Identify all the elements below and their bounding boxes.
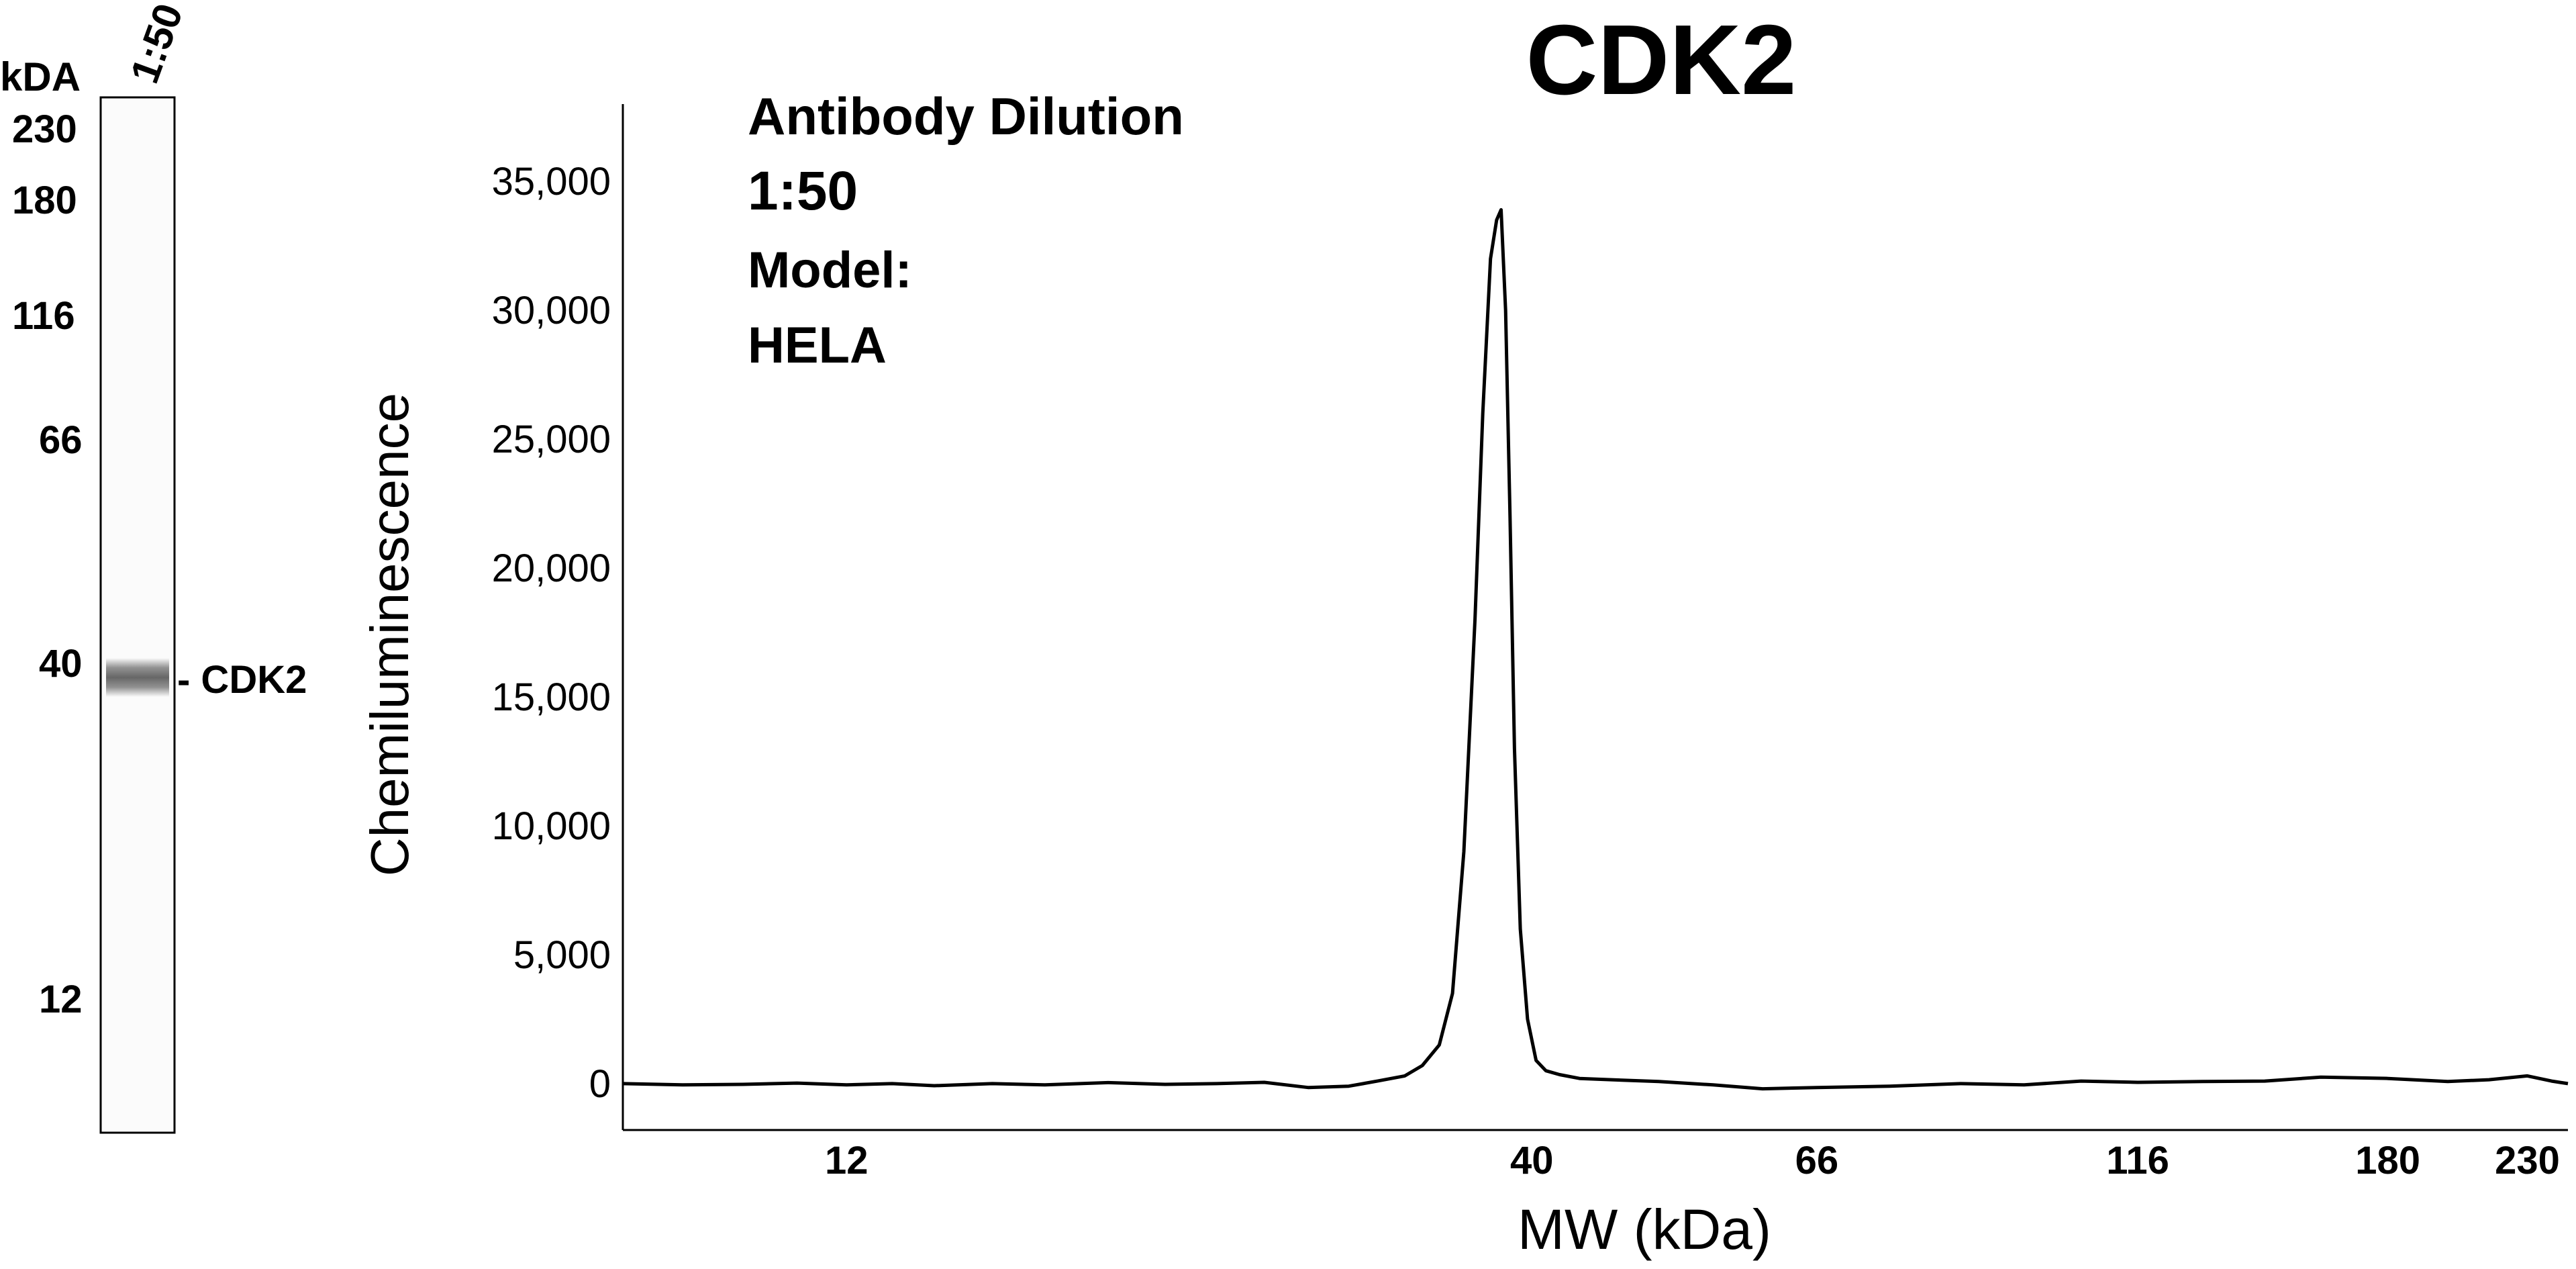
x-tick-label: 66: [1795, 1139, 1839, 1182]
x-axis-label: MW (kDa): [1518, 1198, 1771, 1261]
y-tick-label: 35,000: [492, 160, 611, 203]
blot-unit-label: kDA: [0, 54, 81, 99]
blot-band: [106, 658, 169, 697]
blot-lane: [99, 96, 176, 1134]
blot-band-label: - CDK2: [177, 658, 307, 702]
info-line-1: Antibody Dilution: [748, 87, 1184, 146]
y-tick-label: 5,000: [513, 933, 611, 977]
info-line-4: HELA: [748, 317, 887, 374]
y-tick-label: 10,000: [492, 804, 611, 848]
blot-marker-180: 180: [12, 179, 77, 222]
blot-marker-66: 66: [39, 418, 83, 462]
y-axis-label: Chemiluminescence: [360, 393, 419, 876]
y-tick-labels: 0 5,000 10,000 15,000 20,000 25,000 30,000 35,0…: [492, 160, 611, 1106]
info-line-2: 1:50: [748, 160, 858, 222]
blot-marker-116: 116: [12, 294, 75, 338]
info-line-3: Model:: [748, 242, 912, 299]
chemiluminescence-trace: [622, 207, 2569, 1091]
x-tick-label: 180: [2355, 1139, 2420, 1182]
blot-marker-12: 12: [39, 978, 83, 1021]
chart-panel: CDK2 Antibody Dilution 1:50 Model: HELA …: [360, 5, 2569, 1261]
blot-marker-40: 40: [39, 642, 83, 686]
x-tick-label: 116: [2106, 1139, 2169, 1182]
x-tick-label: 40: [1510, 1139, 1554, 1182]
blot-marker-230: 230: [12, 107, 77, 151]
y-tick-label: 0: [589, 1062, 611, 1106]
x-tick-label: 12: [825, 1139, 869, 1182]
y-tick-label: 20,000: [492, 547, 611, 590]
blot-panel: kDA 1:50 230 180 116 66 40 12 - CDK2: [0, 0, 307, 1134]
y-tick-label: 15,000: [492, 675, 611, 719]
x-tick-labels: 12 40 66 116 180 230: [825, 1139, 2560, 1182]
chart-title: CDK2: [1526, 5, 1797, 115]
blot-lane-label: 1:50: [121, 0, 191, 89]
x-tick-label: 230: [2495, 1139, 2560, 1182]
y-tick-label: 30,000: [492, 289, 611, 332]
y-tick-label: 25,000: [492, 418, 611, 461]
